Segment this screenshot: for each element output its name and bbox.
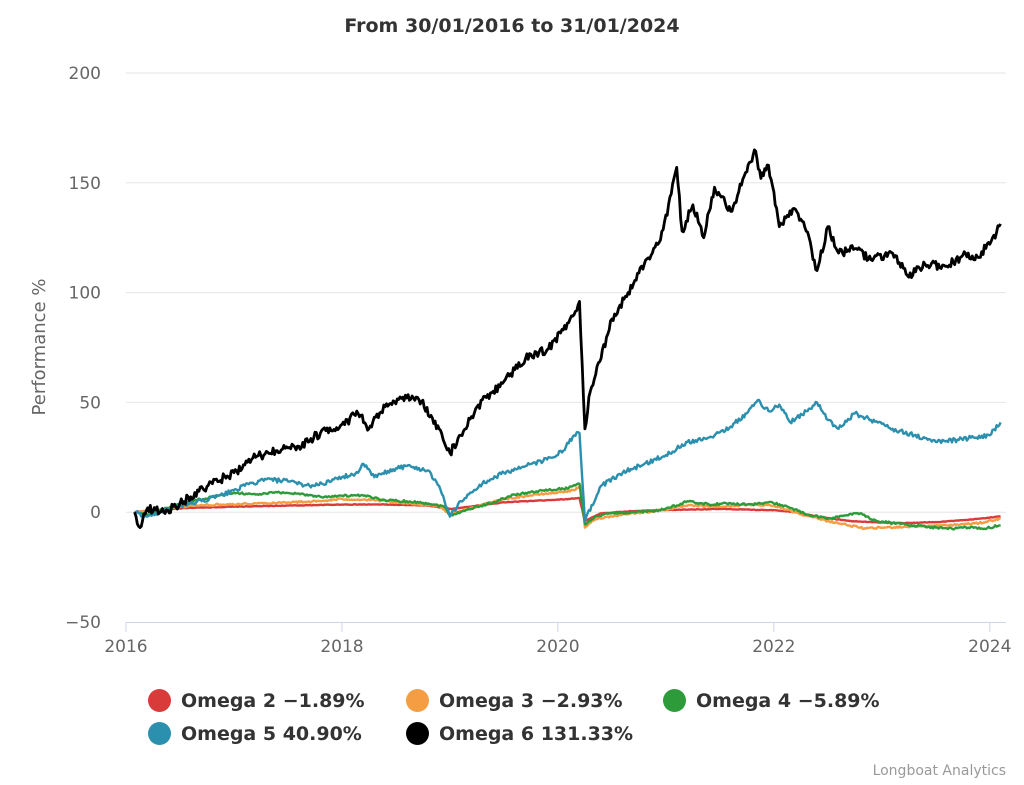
chart-title: From 30/01/2016 to 31/01/2024 [344, 15, 679, 37]
credit-link[interactable]: Longboat Analytics [872, 763, 1006, 779]
legend-item-omega-4[interactable]: Omega 4 −5.89% [663, 689, 880, 712]
legend-label: Omega 6 131.33% [439, 722, 634, 745]
x-tick-label: 2018 [320, 637, 363, 657]
legend-item-omega-2[interactable]: Omega 2 −1.89% [148, 689, 365, 712]
y-axis-ticks: −50 0 50 100 150 200 [65, 64, 101, 633]
y-tick-label: 150 [69, 174, 101, 194]
legend-item-omega-3[interactable]: Omega 3 −2.93% [406, 689, 623, 712]
y-tick-label: 100 [69, 284, 101, 304]
y-axis-label: Performance % [29, 279, 50, 416]
y-tick-label: 50 [79, 393, 101, 413]
x-tick-label: 2020 [536, 637, 579, 657]
grid-lines [126, 72, 1006, 623]
series-line-omega-5[interactable] [134, 398, 1002, 523]
legend-marker-icon [663, 689, 686, 712]
series-line-omega-4[interactable] [134, 482, 1001, 531]
legend-label: Omega 4 −5.89% [696, 689, 880, 712]
legend-marker-icon [406, 722, 429, 745]
series-line-omega-2[interactable] [134, 496, 1001, 525]
legend-item-omega-6[interactable]: Omega 6 131.33% [406, 722, 633, 745]
series-line-omega-3[interactable] [134, 484, 1001, 531]
legend-label: Omega 3 −2.93% [439, 689, 623, 712]
legend: Omega 2 −1.89% Omega 3 −2.93% Omega 4 −5.8… [0, 686, 1024, 756]
y-tick-label: −50 [65, 613, 101, 633]
legend-label: Omega 5 40.90% [181, 722, 362, 745]
legend-marker-icon [406, 689, 429, 712]
y-tick-label: 0 [90, 503, 101, 523]
series-line-omega-6[interactable] [133, 148, 1002, 529]
x-tick-label: 2022 [752, 637, 795, 657]
legend-marker-icon [148, 722, 171, 745]
y-tick-label: 200 [69, 64, 101, 84]
legend-item-omega-5[interactable]: Omega 5 40.90% [148, 722, 362, 745]
x-axis-ticks: 2016 2018 2020 2022 2024 [104, 622, 1011, 657]
legend-label: Omega 2 −1.89% [181, 689, 365, 712]
series-group [133, 148, 1002, 531]
x-tick-label: 2016 [104, 637, 147, 657]
legend-marker-icon [148, 689, 171, 712]
x-tick-label: 2024 [968, 637, 1011, 657]
